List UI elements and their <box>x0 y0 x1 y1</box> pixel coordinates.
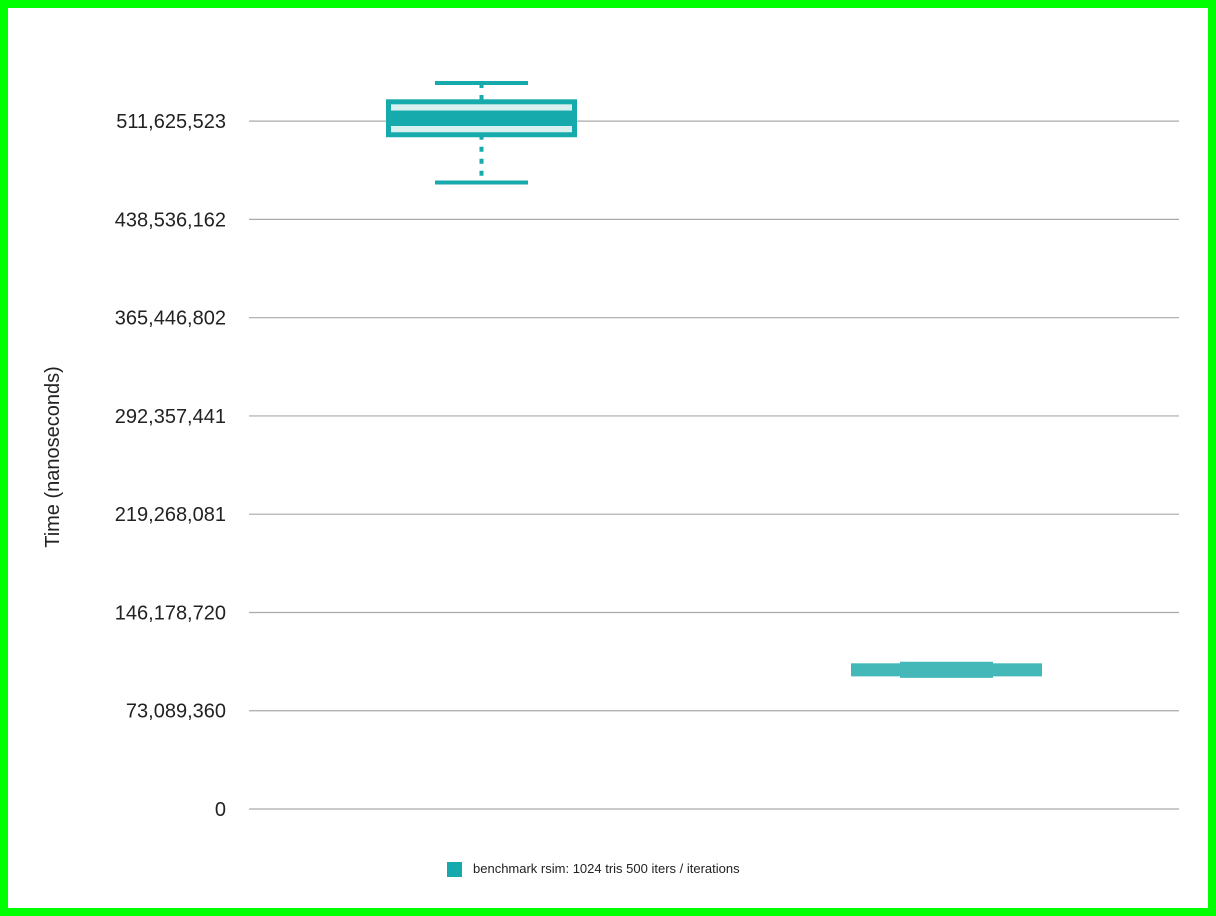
legend: benchmark rsim: 1024 tris 500 iters / it… <box>447 861 740 877</box>
box-group <box>851 661 1042 678</box>
y-tick-label: 365,446,802 <box>115 308 226 330</box>
legend-label: benchmark rsim: 1024 tris 500 iters / it… <box>473 861 740 876</box>
y-tick-label: 438,536,162 <box>115 209 226 231</box>
y-tick-label: 292,357,441 <box>115 406 226 428</box>
box-plot-marks <box>386 80 1042 678</box>
y-axis-tick-labels: 0 73,089,360 146,178,720 219,268,081 292,357… <box>115 111 226 821</box>
box-group <box>386 80 577 185</box>
y-axis-title: Time (nanoseconds) <box>42 366 64 548</box>
y-tick-label: 73,089,360 <box>126 701 226 723</box>
y-tick-label: 219,268,081 <box>115 504 226 526</box>
y-tick-label: 146,178,720 <box>115 602 226 624</box>
grid-lines <box>249 120 1179 810</box>
y-tick-label: 0 <box>215 799 226 821</box>
y-tick-label: 511,625,523 <box>116 111 226 133</box>
legend-swatch <box>447 862 462 877</box>
